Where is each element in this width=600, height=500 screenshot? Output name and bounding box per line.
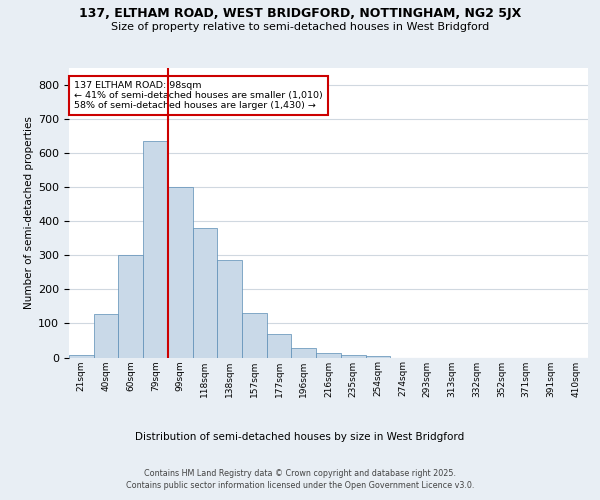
Bar xyxy=(94,314,118,358)
Bar xyxy=(193,228,217,358)
Text: Contains HM Land Registry data © Crown copyright and database right 2025.: Contains HM Land Registry data © Crown c… xyxy=(144,469,456,478)
Y-axis label: Number of semi-detached properties: Number of semi-detached properties xyxy=(24,116,34,309)
Bar xyxy=(341,355,365,358)
Bar xyxy=(69,355,94,358)
Bar xyxy=(118,255,143,358)
Bar xyxy=(143,141,168,358)
Bar xyxy=(168,187,193,358)
Bar xyxy=(242,313,267,358)
Text: 137 ELTHAM ROAD: 98sqm
← 41% of semi-detached houses are smaller (1,010)
58% of : 137 ELTHAM ROAD: 98sqm ← 41% of semi-det… xyxy=(74,80,323,110)
Bar xyxy=(365,356,390,358)
Bar xyxy=(267,334,292,357)
Text: Contains public sector information licensed under the Open Government Licence v3: Contains public sector information licen… xyxy=(126,481,474,490)
Text: 137, ELTHAM ROAD, WEST BRIDGFORD, NOTTINGHAM, NG2 5JX: 137, ELTHAM ROAD, WEST BRIDGFORD, NOTTIN… xyxy=(79,8,521,20)
Text: Size of property relative to semi-detached houses in West Bridgford: Size of property relative to semi-detach… xyxy=(111,22,489,32)
Bar xyxy=(217,260,242,358)
Bar xyxy=(316,353,341,358)
Bar xyxy=(292,348,316,358)
Text: Distribution of semi-detached houses by size in West Bridgford: Distribution of semi-detached houses by … xyxy=(136,432,464,442)
